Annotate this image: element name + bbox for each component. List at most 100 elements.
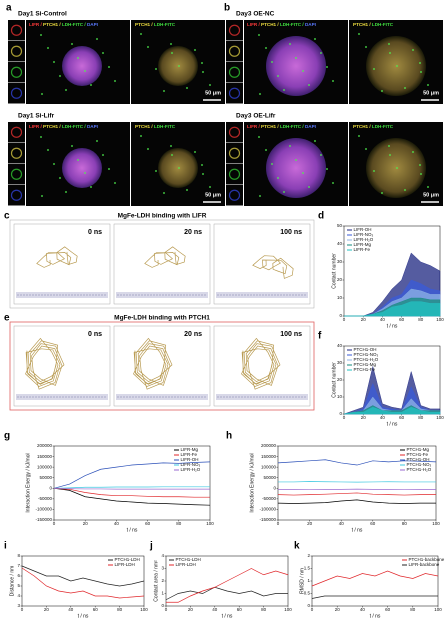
protein <box>25 337 65 390</box>
overlay-channels: PTCH1 / LDH-FITC <box>353 124 394 129</box>
snapshot <box>213 223 311 305</box>
channel-label: PTCH1 / <box>135 22 154 27</box>
legend-label: PTCH1-Fe <box>354 367 376 372</box>
plot-frame <box>53 445 211 521</box>
snapshot <box>213 325 311 407</box>
ldh-atom <box>226 396 228 398</box>
y-tick-label: 4 <box>161 553 164 558</box>
ldh-atom <box>138 294 140 296</box>
channel-label: PTCH1 / <box>261 124 280 129</box>
legend-label: PTCH1-LDH <box>115 557 140 562</box>
spheroid <box>366 36 426 96</box>
fitc-spot <box>388 145 390 147</box>
ldh-atom <box>17 396 19 398</box>
x-tick-label: 80 <box>410 607 416 612</box>
ldh-atom <box>292 396 294 398</box>
merge-channels: LIFR / PTCH1 / LDH-FITC / DAPI <box>29 22 98 27</box>
fitc-spot <box>47 47 49 49</box>
thumbnail-cell <box>228 45 241 57</box>
ldh-atom <box>89 294 91 296</box>
thumbnail-cell <box>228 126 241 138</box>
ldh-atom <box>86 294 88 296</box>
y-tick-label: 50000 <box>263 475 276 480</box>
ldh-atom <box>120 294 122 296</box>
x-axis-label: t / ns <box>370 613 381 619</box>
fitc-spot <box>308 186 310 188</box>
fitc-spot <box>53 61 55 63</box>
fitc-spot <box>396 65 398 67</box>
frame-time: 0 ns <box>88 229 102 236</box>
thumbnail <box>8 143 25 164</box>
ldh-atom <box>129 294 131 296</box>
fitc-spot <box>320 52 322 54</box>
x-tick-label: 60 <box>385 607 391 612</box>
ldh-atom <box>35 294 37 296</box>
x-tick-label: 60 <box>145 521 151 526</box>
x-tick-label: 80 <box>261 607 267 612</box>
fitc-spot <box>155 170 157 172</box>
ldh-atom <box>283 294 285 296</box>
fitc-spot <box>302 70 304 72</box>
ldh-atom <box>80 294 82 296</box>
fitc-spot <box>326 66 328 68</box>
ldh-surface <box>16 292 108 298</box>
y-tick-label: 0 <box>339 411 342 416</box>
protein <box>252 255 294 279</box>
channel-label: LIFR / <box>247 22 261 27</box>
ldh-atom <box>189 396 191 398</box>
y-tick-label: 1 <box>307 578 310 583</box>
fitc-spot <box>271 61 273 63</box>
ldh-atom <box>192 396 194 398</box>
thumbnail <box>8 164 25 185</box>
ldh-atom <box>126 294 128 296</box>
thumbnail <box>226 164 243 185</box>
fitc-spot <box>178 65 180 67</box>
fitc-spot <box>419 62 421 64</box>
ldh-atom <box>77 294 79 296</box>
x-tick-label: 20 <box>335 607 341 612</box>
thumbnail <box>8 83 25 104</box>
ldh-atom <box>226 294 228 296</box>
channel-label: PTCH1 / <box>43 124 62 129</box>
ldh-atom <box>120 396 122 398</box>
panel-letter: f <box>318 331 322 342</box>
fitc-spot <box>140 135 142 137</box>
y-tick-label: 5 <box>17 583 20 588</box>
ldh-atom <box>53 396 55 398</box>
panel-title: MgFe-LDH binding with PTCH1 <box>114 315 210 322</box>
ldh-atom <box>241 294 243 296</box>
fitc-spot <box>314 38 316 40</box>
y-tick-label: 1 <box>161 591 164 596</box>
x-tick-label: 100 <box>436 317 444 322</box>
scale-label: 50 μm <box>423 90 439 96</box>
ldh-atom <box>35 396 37 398</box>
fitc-spot <box>320 154 322 156</box>
fitc-spot <box>259 195 261 197</box>
ldh-atom <box>232 294 234 296</box>
protein <box>144 246 186 268</box>
thumbnail <box>226 41 243 62</box>
legend-label: PTCH1-Fe <box>407 452 429 457</box>
ldh-atom <box>223 396 225 398</box>
frame-time: 100 ns <box>280 229 302 236</box>
fitc-spot <box>358 135 360 137</box>
spheroid <box>266 36 326 96</box>
x-tick-label: 100 <box>140 607 148 612</box>
series-line <box>53 487 211 506</box>
overlay-channels: PTCH1 / LDH-FITC <box>135 22 176 27</box>
x-tick-label: 0 <box>21 607 24 612</box>
x-tick-label: 100 <box>434 607 442 612</box>
fitc-spot <box>389 154 391 156</box>
channel-label: LIFR / <box>29 124 43 129</box>
fitc-spot <box>358 33 360 35</box>
thumbnail-cell <box>10 66 23 78</box>
fitc-spot <box>412 151 414 153</box>
ldh-atom <box>141 294 143 296</box>
x-tick-label: 20 <box>307 521 313 526</box>
y-tick-label: 2 <box>307 553 310 558</box>
ldh-atom <box>153 396 155 398</box>
x-tick-label: 80 <box>418 317 424 322</box>
merge-channels: LIFR / PTCH1 / LDH-FITC / DAPI <box>29 124 98 129</box>
thumbnail-cell <box>228 24 241 36</box>
ldh-atom <box>38 294 40 296</box>
